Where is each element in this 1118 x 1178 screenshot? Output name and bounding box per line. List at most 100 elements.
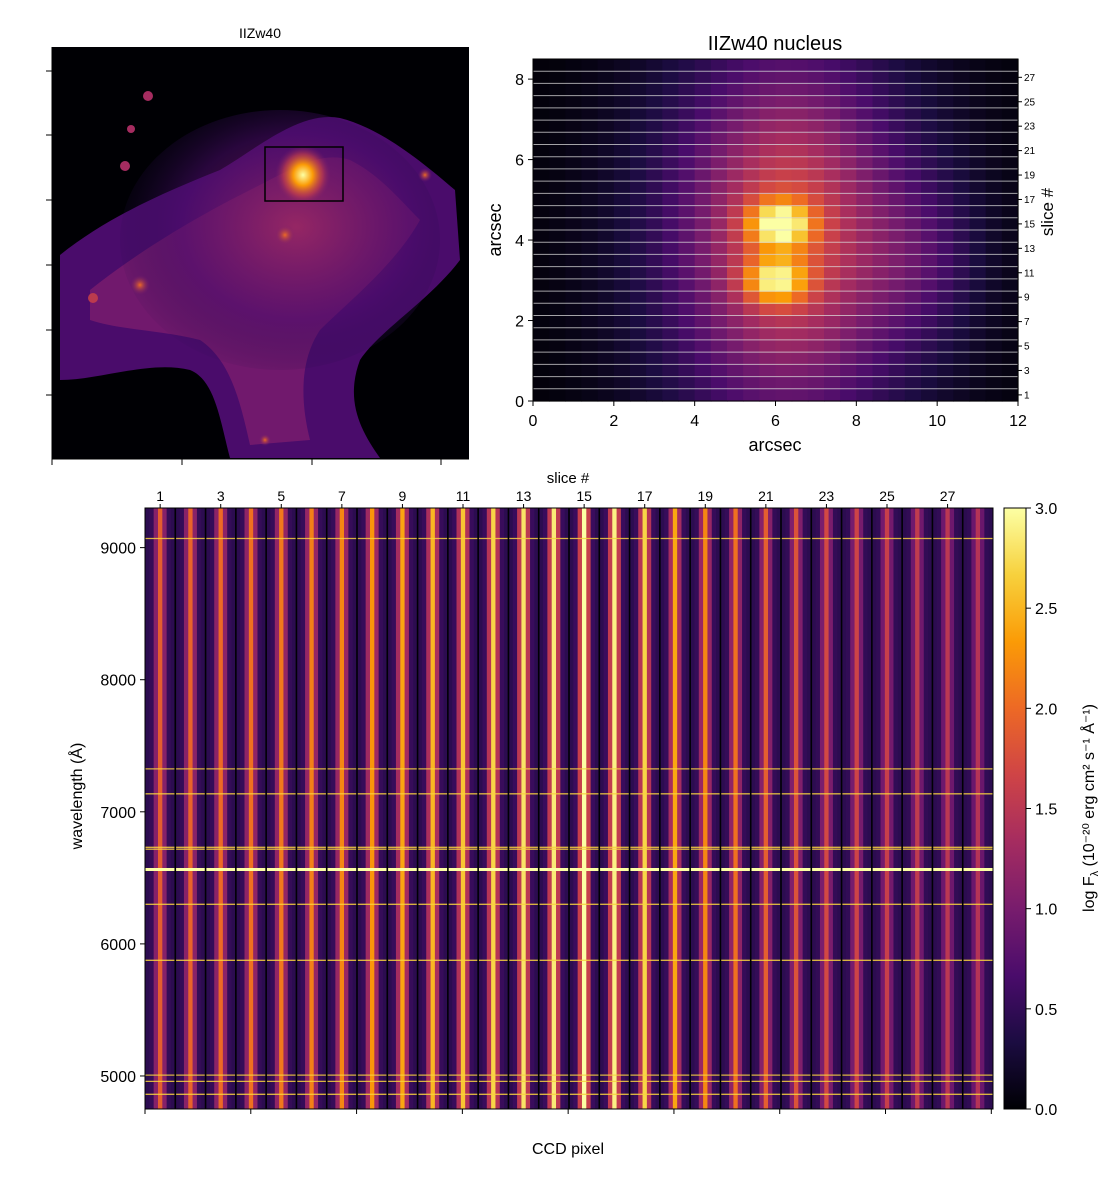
heatmap-cell: [985, 181, 1003, 194]
heatmap-cell: [533, 144, 550, 158]
heatmap-cell: [549, 193, 566, 207]
heatmap-cell: [985, 291, 1003, 304]
spectrum-column: [594, 508, 600, 1109]
heatmap-cell: [533, 59, 550, 72]
spectrum-column: [988, 508, 994, 1109]
heatmap-cell: [727, 168, 744, 182]
spectrum-column: [776, 508, 782, 1109]
spectrum-column: [504, 508, 509, 1109]
colorbar-tick-label: 0.5: [1035, 1002, 1057, 1019]
heatmap-cell: [630, 144, 647, 158]
spectrum-column: [750, 508, 756, 1109]
spectrum-column: [884, 508, 890, 1109]
spectrum-column: [785, 508, 791, 1109]
heatmap-cell: [743, 278, 760, 292]
heatmap-cell: [630, 205, 647, 219]
spectrum-column: [889, 508, 894, 1109]
heatmap-cell: [921, 327, 938, 341]
heatmap-cell: [953, 303, 971, 317]
heatmap-cell: [1001, 291, 1019, 304]
heatmap-cell: [840, 230, 857, 243]
slice-number: 17: [637, 488, 653, 504]
heatmap-cell: [646, 71, 663, 85]
galaxy-body: [60, 91, 460, 458]
heatmap-cell: [807, 278, 825, 292]
tick-label: 4: [515, 233, 524, 250]
heatmap-cell: [1001, 339, 1019, 353]
heatmap-cell: [581, 132, 599, 146]
heatmap-cell: [856, 315, 874, 329]
heatmap-cell: [565, 291, 583, 304]
heatmap-cell: [710, 144, 728, 158]
spectrum-column: [789, 508, 795, 1109]
heatmap-cell: [710, 376, 728, 390]
heatmap-cell: [824, 107, 841, 121]
heatmap-cell: [710, 132, 728, 146]
heatmap-cell: [791, 156, 809, 170]
galaxy-axes: [46, 47, 469, 465]
heatmap-cell: [921, 303, 938, 317]
heatmap-cell: [727, 205, 744, 219]
heatmap-cell: [759, 364, 777, 378]
heatmap-cell: [775, 95, 793, 109]
heatmap-cell: [710, 254, 728, 268]
heatmap-cell: [1001, 388, 1019, 402]
heatmap-cell: [581, 388, 599, 402]
heatmap-cell: [613, 339, 631, 353]
spectrum-column: [802, 508, 808, 1109]
spectrum-column: [547, 508, 553, 1109]
heatmap-cell: [807, 352, 825, 365]
heatmap-cell: [759, 181, 777, 194]
heatmap-cell: [840, 315, 857, 329]
colorbar-tick-label: 2.5: [1035, 601, 1057, 618]
heatmap-cell: [597, 266, 615, 280]
spectrum-column: [581, 508, 587, 1109]
heatmap-cell: [630, 95, 647, 109]
heatmap-cell: [646, 193, 663, 207]
star-knot: [275, 225, 295, 245]
heatmap-cell: [565, 230, 583, 243]
heatmap-cell: [678, 217, 696, 231]
heatmap-cell: [710, 181, 728, 194]
heatmap-cell: [969, 327, 987, 341]
slice-number: 11: [456, 488, 471, 504]
heatmap-cell: [953, 376, 971, 390]
heatmap-cell: [759, 352, 777, 365]
heatmap-cell: [581, 376, 599, 390]
slice-number: 9: [1024, 293, 1030, 304]
heatmap-cell: [791, 291, 809, 304]
heatmap-cell: [743, 291, 760, 304]
heatmap-cell: [824, 278, 841, 292]
colorbar: 0.0 0.5 1.0 1.5 2.0 2.5 3.0 log Fλ (10⁻²⁰ erg …: [1003, 501, 1101, 1119]
nucleus-slice-lines: [533, 70, 1018, 390]
heatmap-cell: [791, 364, 809, 378]
heatmap-cell: [921, 71, 938, 85]
heatmap-cell: [807, 193, 825, 207]
heatmap-cell: [743, 217, 760, 231]
heatmap-cell: [775, 181, 793, 194]
spectrum-column: [954, 508, 959, 1109]
heatmap-cell: [662, 327, 680, 341]
heatmap-cell: [533, 278, 550, 292]
heatmap-cell: [630, 132, 647, 146]
heatmap-cell: [985, 71, 1003, 85]
heatmap-cell: [791, 230, 809, 243]
tick-label: 12: [1009, 413, 1027, 430]
heatmap-cell: [613, 193, 631, 207]
heatmap-cell: [694, 327, 712, 341]
heatmap-cell: [743, 388, 760, 402]
slice-number: 13: [1024, 244, 1036, 255]
heatmap-cell: [759, 95, 777, 109]
spectrum-column: [253, 508, 258, 1109]
heatmap-cell: [872, 327, 890, 341]
spectrum-column: [659, 508, 665, 1109]
spectrum-column: [975, 508, 981, 1109]
spectrum-column: [694, 508, 700, 1109]
heatmap-cell: [743, 168, 760, 182]
heatmap-cell: [678, 388, 696, 402]
nucleus-xlabel: arcsec: [748, 435, 801, 455]
heatmap-cell: [953, 83, 971, 97]
heatmap-cell: [953, 144, 971, 158]
heatmap-cell: [727, 254, 744, 268]
